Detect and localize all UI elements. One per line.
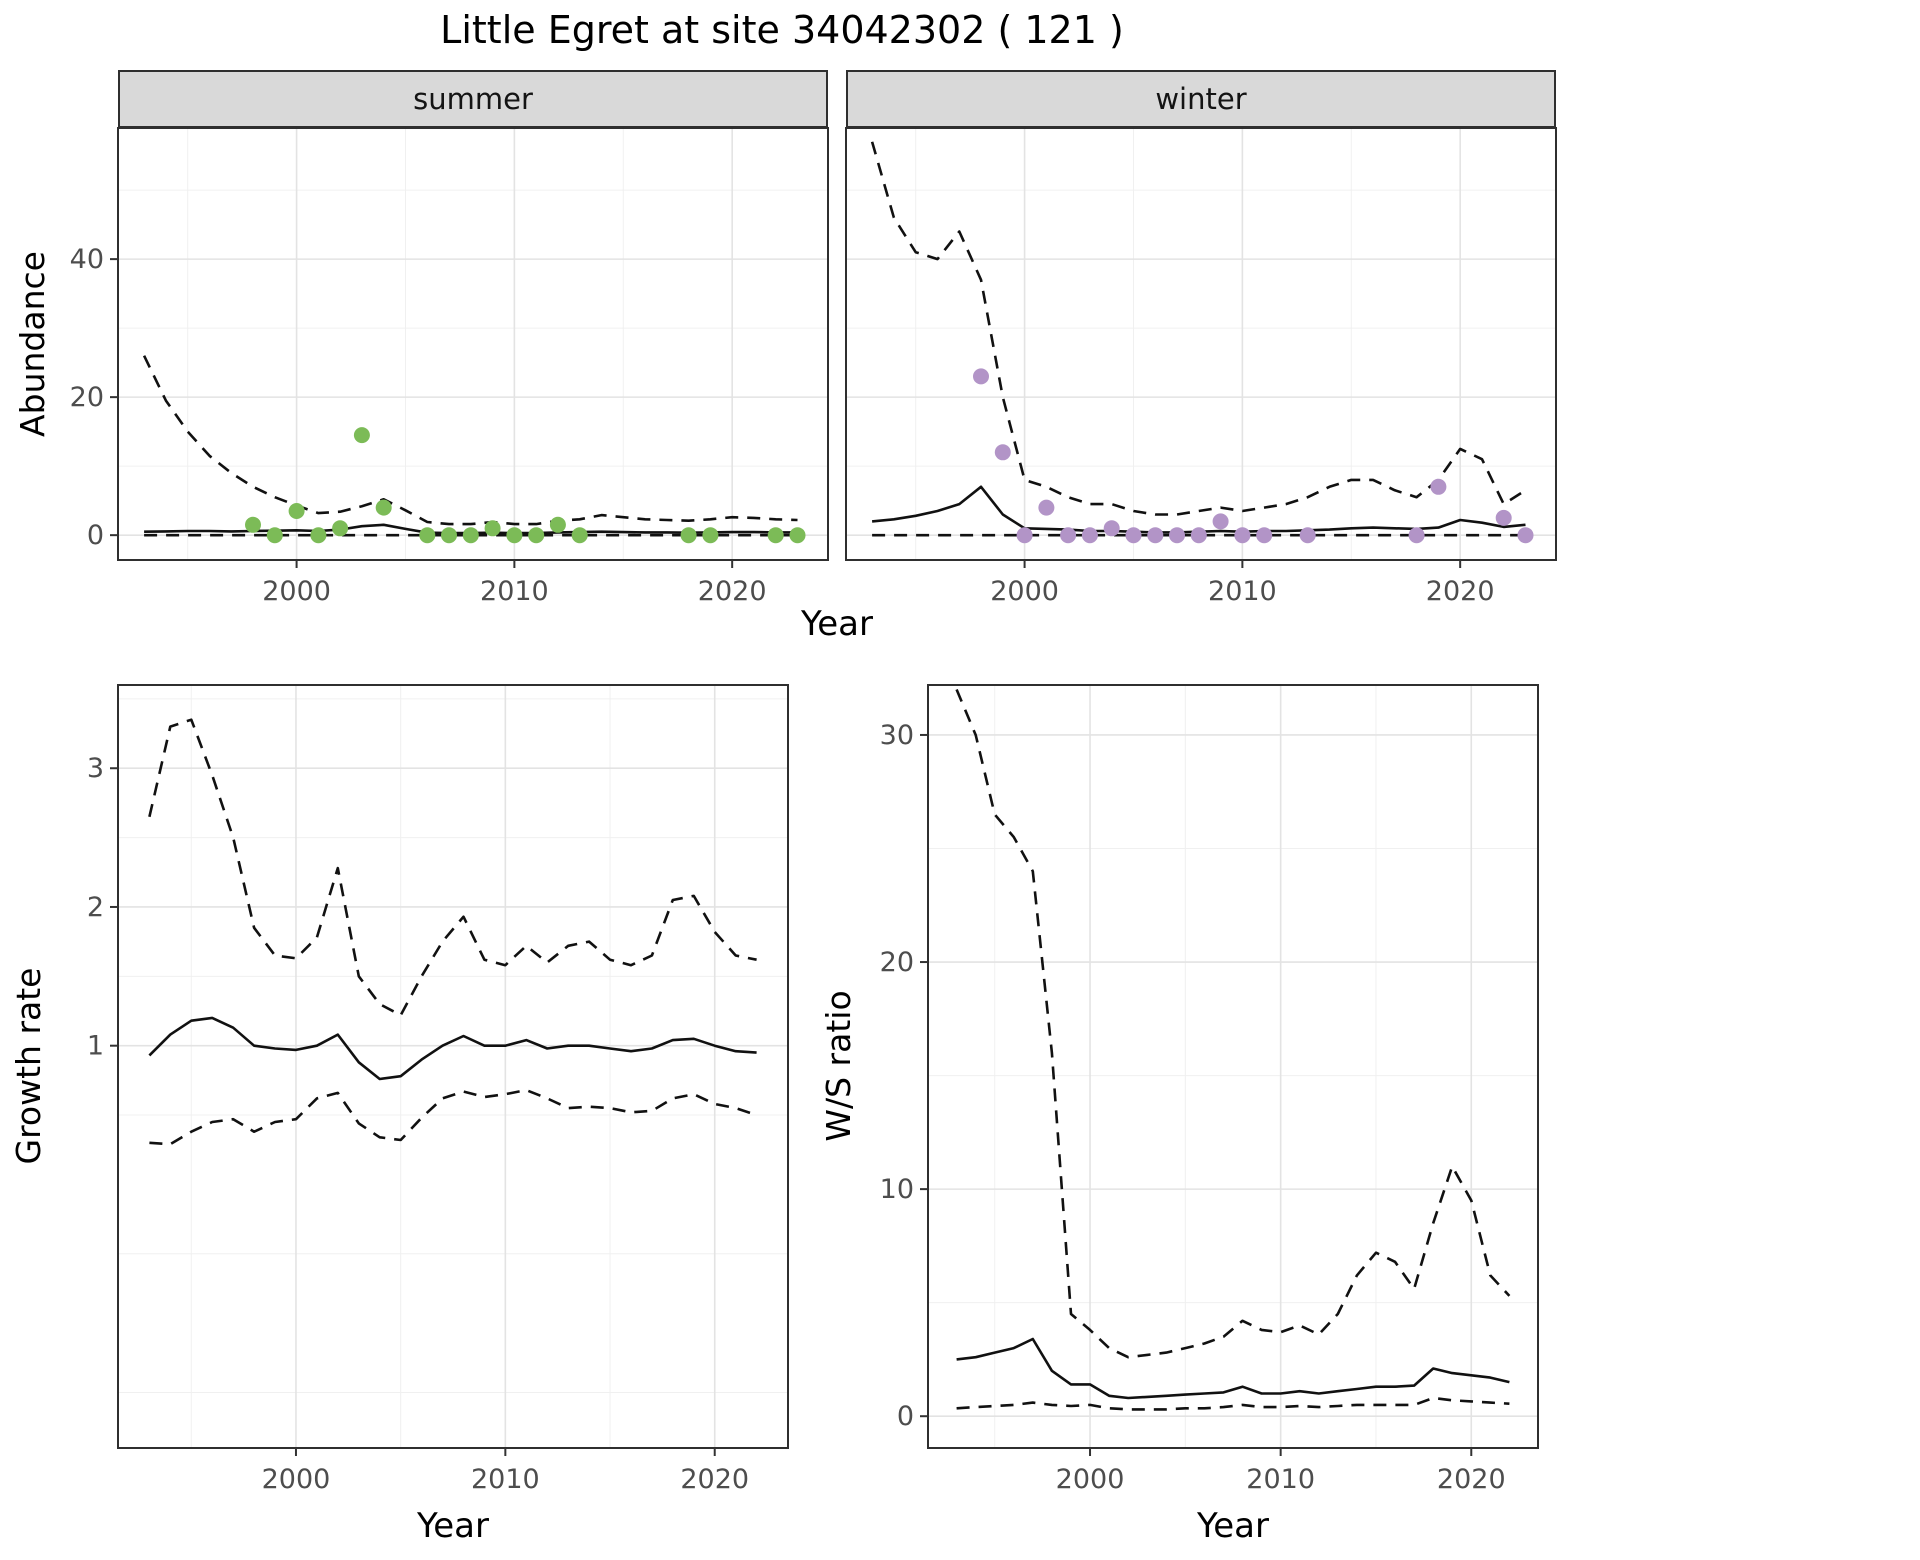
svg-text:20: 20 (880, 947, 914, 978)
svg-text:20: 20 (70, 382, 104, 413)
svg-text:1: 1 (87, 1031, 104, 1062)
svg-text:2000: 2000 (262, 1464, 331, 1495)
growth-rate-x-axis-title: Year (417, 1506, 489, 1546)
svg-text:10: 10 (880, 1174, 914, 1205)
svg-text:2020: 2020 (1426, 576, 1495, 607)
svg-text:0: 0 (87, 520, 104, 551)
facet-strip-winter: winter (846, 70, 1556, 128)
svg-text:0: 0 (897, 1401, 914, 1432)
svg-text:30: 30 (880, 720, 914, 751)
abundance-summer-panel: 2000 2010 2020 0 20 40 (70, 127, 829, 607)
growth-rate-panel: 2000 2010 2020 1 2 3 (87, 684, 789, 1495)
svg-text:2010: 2010 (1246, 1464, 1315, 1495)
svg-text:2010: 2010 (1208, 576, 1277, 607)
chart-title: Little Egret at site 34042302 ( 121 ) (440, 8, 1124, 52)
ws-ratio-x-axis-title: Year (1197, 1506, 1269, 1546)
ws-ratio-panel: 2000 2010 2020 0 10 20 30 (880, 684, 1539, 1495)
facet-strip-winter-label: winter (1155, 82, 1247, 116)
svg-text:2: 2 (87, 892, 104, 923)
svg-text:2000: 2000 (262, 576, 331, 607)
svg-text:2020: 2020 (1437, 1464, 1506, 1495)
svg-text:40: 40 (70, 244, 104, 275)
svg-text:2010: 2010 (471, 1464, 540, 1495)
svg-text:2010: 2010 (480, 576, 549, 607)
svg-text:2000: 2000 (1056, 1464, 1125, 1495)
svg-text:2000: 2000 (990, 576, 1059, 607)
svg-text:2020: 2020 (698, 576, 767, 607)
facet-strip-summer: summer (118, 70, 828, 128)
abundance-x-axis-title: Year (801, 604, 873, 644)
svg-text:3: 3 (87, 753, 104, 784)
abundance-winter-panel: 2000 2010 2020 (845, 127, 1557, 607)
facet-strip-summer-label: summer (413, 82, 533, 116)
svg-text:2020: 2020 (680, 1464, 749, 1495)
